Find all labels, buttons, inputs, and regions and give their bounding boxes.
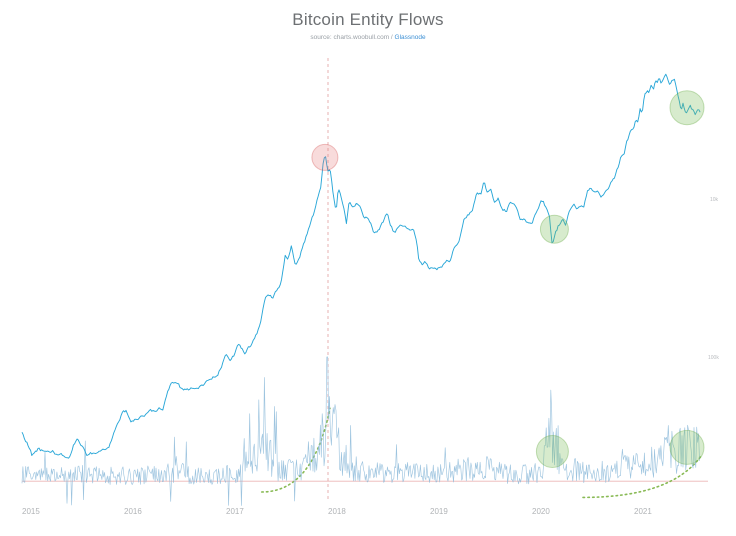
x-axis-tick-label: 2017 xyxy=(226,507,244,516)
right-axis-flows-label: 100k xyxy=(708,355,719,361)
price-series-line xyxy=(21,73,701,459)
accumulation-highlight-circle xyxy=(539,214,569,244)
peak-highlight-circle xyxy=(311,143,339,171)
x-axis-tick-label: 2020 xyxy=(532,507,550,516)
x-axis-tick-label: 2018 xyxy=(328,507,346,516)
x-axis-tick-label: 2019 xyxy=(430,507,448,516)
accumulation-highlight-circle xyxy=(669,90,705,126)
growth-dotted-curve xyxy=(582,454,703,499)
x-axis-tick-label: 2015 xyxy=(22,507,40,516)
flows-series-line xyxy=(21,356,700,506)
subtitle-source-text: source: charts.woobull.com / xyxy=(310,34,395,41)
subtitle-glassnode-link[interactable]: Glassnode xyxy=(394,34,426,41)
accumulation-highlight-circle xyxy=(669,429,705,465)
chart-header: Bitcoin Entity Flows source: charts.woob… xyxy=(0,10,736,41)
chart-title: Bitcoin Entity Flows xyxy=(292,10,444,29)
right-axis-price-label: 10k xyxy=(710,197,719,203)
accumulation-highlight-circle xyxy=(535,435,569,468)
chart-subtitle: source: charts.woobull.com / Glassnode xyxy=(0,34,736,41)
x-axis-tick-label: 2016 xyxy=(124,507,142,516)
x-axis-tick-label: 2021 xyxy=(634,507,652,516)
